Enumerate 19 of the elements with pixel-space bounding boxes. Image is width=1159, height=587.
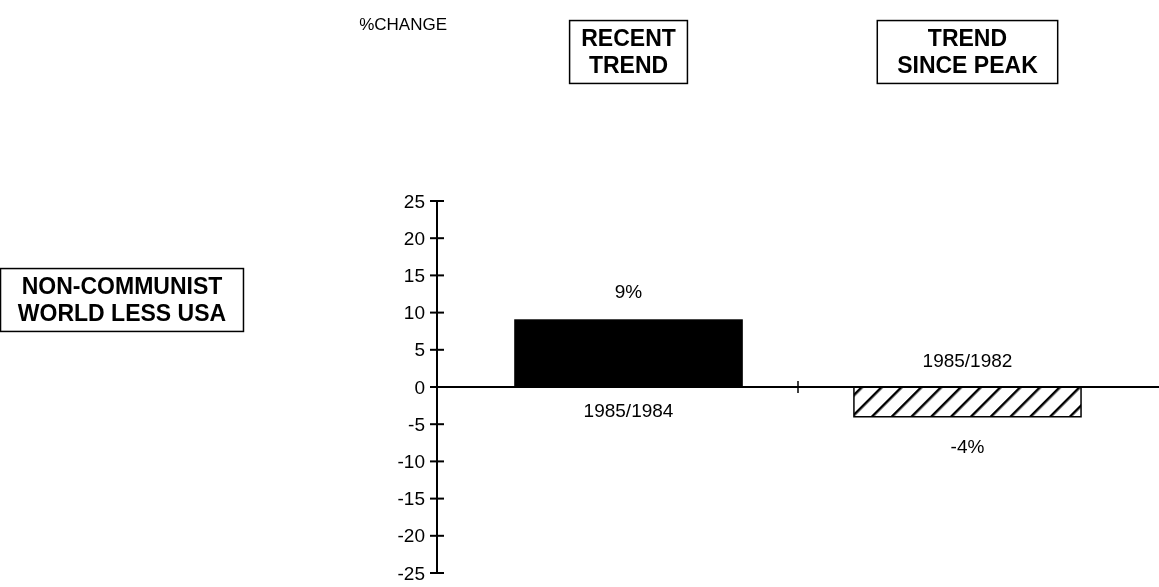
text: %CHANGE (359, 15, 447, 34)
y-tick-label: 5 (414, 339, 425, 361)
y-tick-label: -5 (408, 413, 425, 435)
text: RECENT TREND (581, 25, 676, 78)
y-tick-label: -25 (397, 562, 425, 584)
y-tick-label: 10 (403, 302, 425, 324)
y-tick-label: -15 (397, 488, 425, 510)
data-label: -4% (950, 435, 985, 457)
y-tick-label: 15 (403, 265, 425, 287)
y-tick-label: 0 (414, 376, 425, 398)
y-tick-label: -20 (397, 525, 425, 547)
text: TREND SINCE PEAK (897, 25, 1039, 78)
x-tick-label: 1985/1982 (922, 350, 1013, 371)
data-label: 9% (614, 281, 643, 303)
y-tick-label: 25 (403, 190, 425, 212)
text: NON-COMMUNIST WORLD LESS USA (17, 273, 227, 326)
x-tick-label: 1985/1984 (583, 400, 674, 421)
y-tick-label: -10 (397, 451, 425, 473)
y-tick-label: 20 (403, 227, 425, 249)
